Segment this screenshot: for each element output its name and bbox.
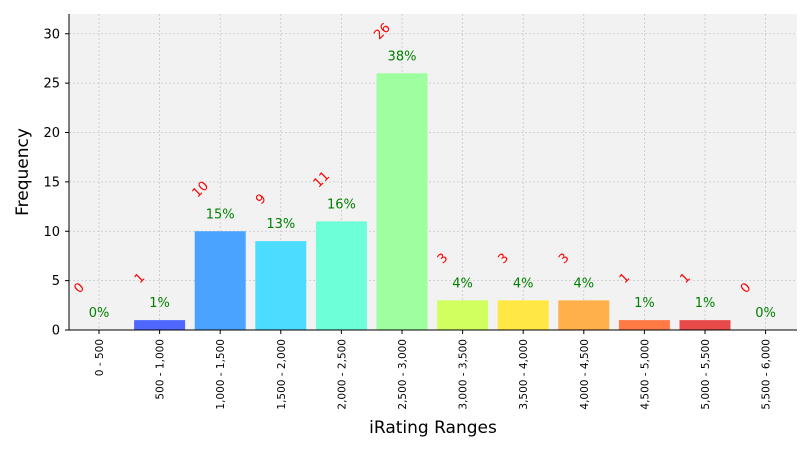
bar [437,300,489,330]
x-tick-label: 1,500 - 2,000 [276,339,288,410]
y-tick-label: 20 [43,126,60,141]
percent-label: 4% [573,276,594,291]
bar [618,320,670,330]
bar [497,300,549,330]
percent-label: 1% [695,296,716,311]
x-tick-label: 500 - 1,000 [155,339,167,400]
y-tick-label: 15 [43,175,60,190]
percent-label: 4% [513,276,534,291]
y-tick-label: 30 [43,27,60,42]
bars [134,73,731,330]
y-tick-label: 5 [52,274,60,289]
x-tick-label: 3,500 - 4,000 [518,339,530,410]
y-axis-label: Frequency [13,128,33,216]
percent-label: 0% [755,306,776,321]
percent-label: 13% [266,217,295,232]
percent-label: 1% [634,296,655,311]
percent-label: 15% [206,207,235,222]
x-axis-label: iRating Ranges [369,418,497,438]
bar [255,241,307,330]
x-tick-label: 2,000 - 2,500 [336,339,348,410]
x-tick-label: 5,500 - 6,000 [761,339,773,410]
axes: 0 5 10 15 20 25 30 0 - 500 500 - 1,000 1,000 - 1,… [43,14,797,410]
y-tick-label: 25 [43,77,60,92]
bar [134,320,186,330]
bar [194,231,246,330]
x-tick-label: 3,000 - 3,500 [458,339,470,410]
x-tick-label: 0 - 500 [94,339,106,376]
bar [376,73,428,330]
percent-label: 1% [149,296,170,311]
plot-area [69,14,797,330]
percent-label: 38% [388,49,417,64]
percent-label: 0% [89,306,110,321]
bar [558,300,610,330]
grid-lines [69,14,797,330]
y-tick-label: 0 [52,324,60,339]
bar [679,320,731,330]
bar [315,221,367,330]
x-tick-label: 1,000 - 1,500 [215,339,227,410]
x-tick-label: 4,500 - 5,000 [639,339,651,410]
x-tick-label: 4,000 - 4,500 [579,339,591,410]
percent-label: 4% [452,276,473,291]
x-tick-label: 5,000 - 5,500 [700,339,712,410]
percent-label: 16% [327,197,356,212]
x-tick-label: 2,500 - 3,000 [397,339,409,410]
y-tick-label: 10 [43,225,60,240]
